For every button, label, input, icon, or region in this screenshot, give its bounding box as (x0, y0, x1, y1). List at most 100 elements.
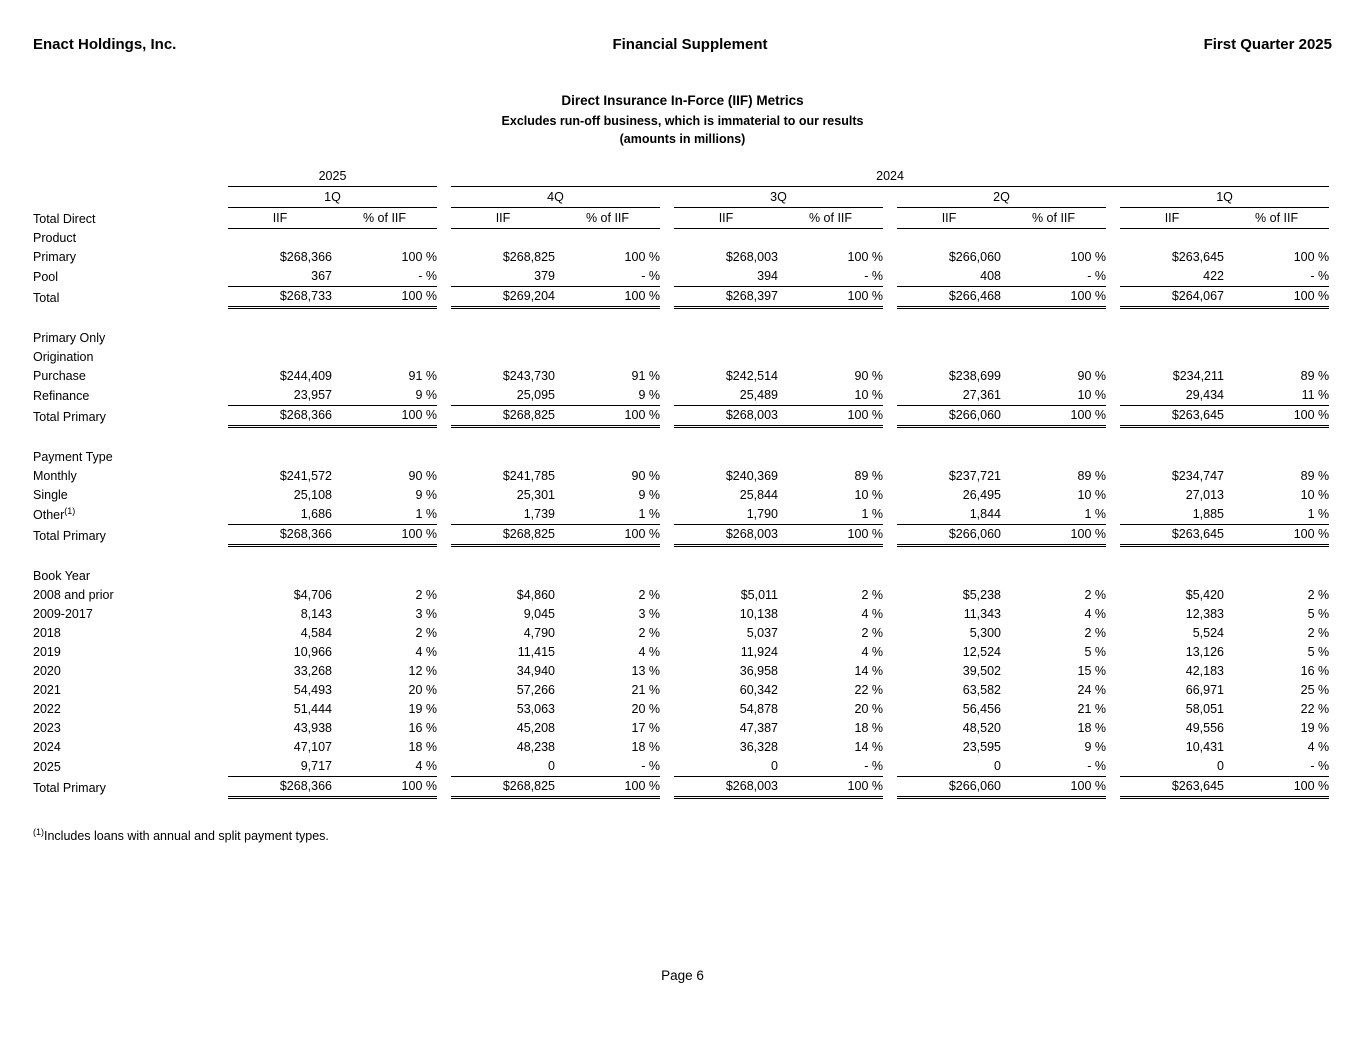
iif-value: $268,825 (502, 250, 555, 264)
column-spacer (437, 719, 451, 738)
iif-value: 422 (1203, 269, 1224, 283)
column-spacer (883, 681, 897, 700)
column-spacer (660, 777, 674, 798)
iif-value: $5,238 (962, 588, 1001, 602)
iif-value: 57,266 (516, 683, 555, 697)
document-title: Financial Supplement (612, 36, 768, 53)
period-label: First Quarter 2025 (1203, 36, 1332, 53)
iif-value: 1,885 (1192, 507, 1224, 521)
pct-value: 20 % (854, 702, 884, 716)
column-spacer (1106, 525, 1120, 546)
page-number: Page 6 (661, 968, 704, 983)
corner-label: Total Direct (33, 211, 96, 226)
iif-value: 10,431 (1185, 740, 1224, 754)
iif-value: 11,924 (740, 645, 778, 659)
pct-value: 100 % (1224, 776, 1330, 799)
pct-value: 89 % (1300, 369, 1330, 383)
pct-value: - % (864, 759, 883, 773)
footnote: (1)Includes loans with annual and split … (33, 826, 1332, 843)
pct-value: 19 % (1300, 721, 1330, 735)
pct-value: 4 % (861, 607, 883, 621)
iif-value: 394 (757, 269, 778, 283)
pct-value: 21 % (631, 683, 661, 697)
row-label: Other(1) (33, 505, 76, 522)
iif-value: $269,204 (451, 286, 555, 309)
iif-value: 379 (534, 269, 555, 283)
column-spacer (883, 505, 897, 525)
column-spacer (883, 367, 897, 386)
pct-value: 9 % (638, 488, 660, 502)
quarter-header: 1Q (228, 186, 437, 208)
pct-value: 18 % (408, 740, 438, 754)
column-spacer (1106, 719, 1120, 738)
iif-value: $268,003 (674, 776, 778, 799)
column-spacer (1106, 777, 1120, 798)
pct-value: 10 % (854, 388, 884, 402)
column-spacer (1106, 700, 1120, 719)
quarter-header: 2Q (897, 186, 1106, 208)
iif-value: 1,790 (746, 507, 778, 521)
quarter-row: 1Q 4Q 3Q 2Q 1Q (33, 186, 1330, 208)
pct-column-header: % of IIF (555, 207, 660, 229)
pct-value: 89 % (854, 469, 884, 483)
pct-value: 9 % (415, 488, 437, 502)
column-spacer (437, 505, 451, 525)
pct-value: 2 % (1307, 588, 1330, 602)
iif-value: 367 (311, 269, 332, 283)
iif-value: 25,844 (739, 488, 778, 502)
section-heading-row: Primary Only (33, 329, 1329, 348)
iif-value: 12,524 (962, 645, 1001, 659)
column-spacer (883, 700, 897, 719)
iif-value: 63,582 (962, 683, 1001, 697)
pct-value: 2 % (415, 626, 437, 640)
iif-value: 9,717 (300, 759, 332, 773)
column-spacer (437, 681, 451, 700)
section-gap-cell (33, 546, 1329, 568)
pct-value: 100 % (555, 405, 660, 428)
iif-value: $238,699 (948, 369, 1001, 383)
pct-value: 2 % (1084, 626, 1106, 640)
pct-value: 14 % (854, 740, 884, 754)
column-spacer (1106, 386, 1120, 406)
pct-value: 14 % (854, 664, 884, 678)
pct-value: 18 % (1077, 721, 1107, 735)
pct-value: 89 % (1077, 469, 1107, 483)
row-label: Pool (33, 269, 59, 284)
iif-value: 5,524 (1192, 626, 1224, 640)
iif-value: $4,860 (516, 588, 555, 602)
iif-value: 25,489 (739, 388, 778, 402)
pct-value: 2 % (638, 626, 660, 640)
column-spacer (883, 525, 897, 546)
year-row: 2025 2024 (33, 166, 1330, 187)
iif-value: 0 (771, 759, 778, 773)
pct-value: 100 % (1001, 524, 1106, 547)
iif-value: $268,003 (674, 524, 778, 547)
pct-value: 5 % (1084, 645, 1106, 659)
iif-value: 42,183 (1185, 664, 1224, 678)
column-spacer (1106, 467, 1120, 486)
iif-value: 56,456 (962, 702, 1001, 716)
footnote-marker: (1) (33, 826, 44, 837)
pct-value: 2 % (638, 588, 660, 602)
iif-value: $263,645 (1120, 776, 1224, 799)
section-heading: Product (33, 231, 77, 245)
column-spacer (660, 719, 674, 738)
iif-value: $266,060 (897, 405, 1001, 428)
pct-value: 1 % (1307, 507, 1330, 521)
iif-value: 33,268 (293, 664, 332, 678)
pct-value: 2 % (861, 588, 883, 602)
table-head: 2025 2024 1Q 4Q 3Q 2Q 1Q Total Direct IIF% of II… (33, 166, 1330, 229)
pct-value: 100 % (1224, 286, 1330, 309)
pct-value: 2 % (861, 626, 883, 640)
section-heading-row: Book Year (33, 567, 1329, 586)
pct-value: 22 % (854, 683, 884, 697)
column-spacer (883, 662, 897, 681)
iif-value: 23,595 (962, 740, 1001, 754)
column-spacer (1106, 757, 1120, 777)
pct-value: 90 % (631, 469, 661, 483)
column-spacer (1106, 287, 1120, 308)
pct-value: 4 % (415, 645, 437, 659)
pct-value: 91 % (408, 369, 438, 383)
pct-value: 4 % (415, 759, 437, 773)
column-spacer (883, 738, 897, 757)
